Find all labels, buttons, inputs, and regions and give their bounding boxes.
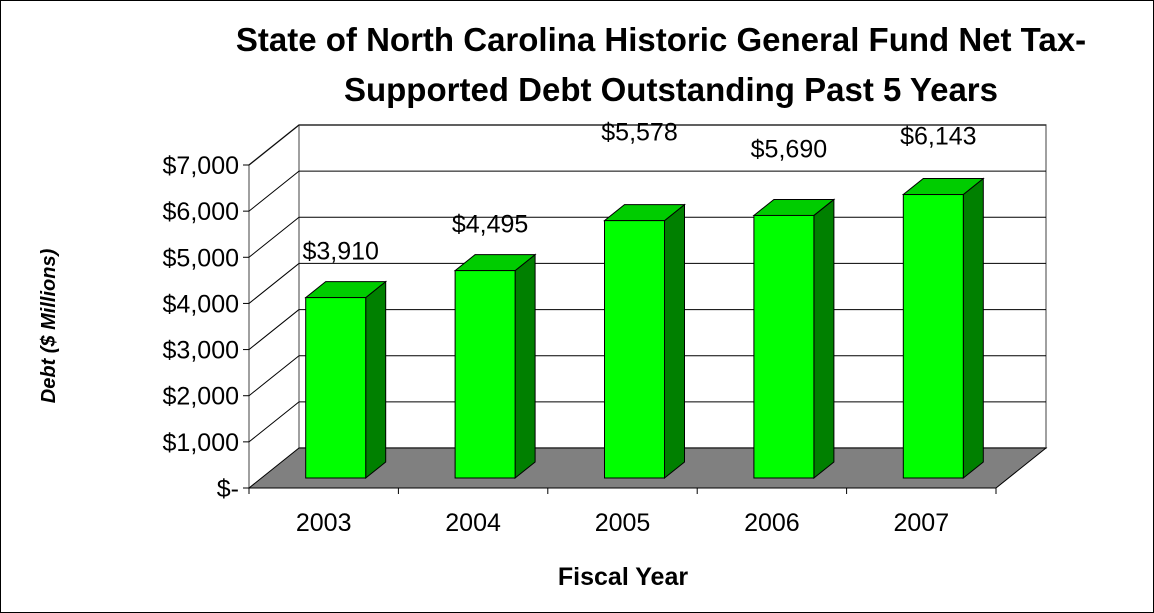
bar-front <box>753 214 815 479</box>
y-tick-label: $5,000 <box>163 244 239 272</box>
data-label-2006: $5,690 <box>751 135 827 163</box>
data-label-2003: $3,910 <box>302 238 378 266</box>
y-axis-title: Debt ($ Millions) <box>38 248 60 403</box>
y-tick-label: $4,000 <box>163 290 239 318</box>
y-tick-label: $1,000 <box>163 429 239 457</box>
x-tick-label-2005: 2005 <box>595 509 651 537</box>
x-tick-label-2007: 2007 <box>893 509 949 537</box>
bar-side <box>365 280 387 480</box>
data-label-2007: $6,143 <box>900 123 976 151</box>
bar-front <box>902 194 964 479</box>
bar-2003 <box>304 280 388 480</box>
gridline-diagonal <box>248 216 300 258</box>
bar-2004 <box>453 253 537 480</box>
bar-side <box>664 203 685 480</box>
chart-title-line-2: Supported Debt Outstanding Past 5 Years <box>344 71 998 108</box>
chart-title-line-1: State of North Carolina Historic General… <box>236 21 1086 58</box>
y-tick-label: $- <box>217 475 239 503</box>
gridline-diagonal <box>248 309 300 350</box>
data-label-2005: $5,578 <box>601 119 677 147</box>
bar-side <box>962 177 984 480</box>
y-tick-label: $2,000 <box>163 383 239 411</box>
gridline-diagonal <box>248 355 300 397</box>
gridline-diagonal <box>248 124 300 166</box>
bars <box>304 177 985 480</box>
bar-side <box>514 253 536 480</box>
data-labels: $3,910 $4,495 $5,578 $5,690 $6,143 <box>302 119 976 266</box>
bar-2007 <box>901 177 985 480</box>
y-tick-label: $7,000 <box>163 152 239 180</box>
data-label-2004: $4,495 <box>452 211 528 239</box>
y-tick-label: $3,000 <box>163 337 239 365</box>
bar-front <box>454 270 516 479</box>
x-axis-tick-labels: 2003 2004 2005 2006 2007 <box>248 488 997 537</box>
bar-2005 <box>603 203 686 480</box>
x-tick-label-2004: 2004 <box>445 509 501 537</box>
x-tick-label-2003: 2003 <box>296 509 352 537</box>
bar-front <box>305 297 367 479</box>
bar-2006 <box>752 198 836 480</box>
gridline-diagonal <box>248 263 300 304</box>
y-axis-tick-labels: $- $1,000 $2,000 $3,000 $4,000 $5,000 $6,000 $7… <box>163 152 249 503</box>
y-tick-label: $6,000 <box>163 198 239 226</box>
gridline-diagonal <box>248 170 300 212</box>
x-tick-label-2006: 2006 <box>744 509 800 537</box>
bar-side <box>813 198 835 480</box>
x-axis-title: Fiscal Year <box>558 563 688 591</box>
bar-front <box>604 220 665 479</box>
gridline-diagonal <box>248 401 300 443</box>
chart-title: State of North Carolina Historic General… <box>236 21 1086 108</box>
